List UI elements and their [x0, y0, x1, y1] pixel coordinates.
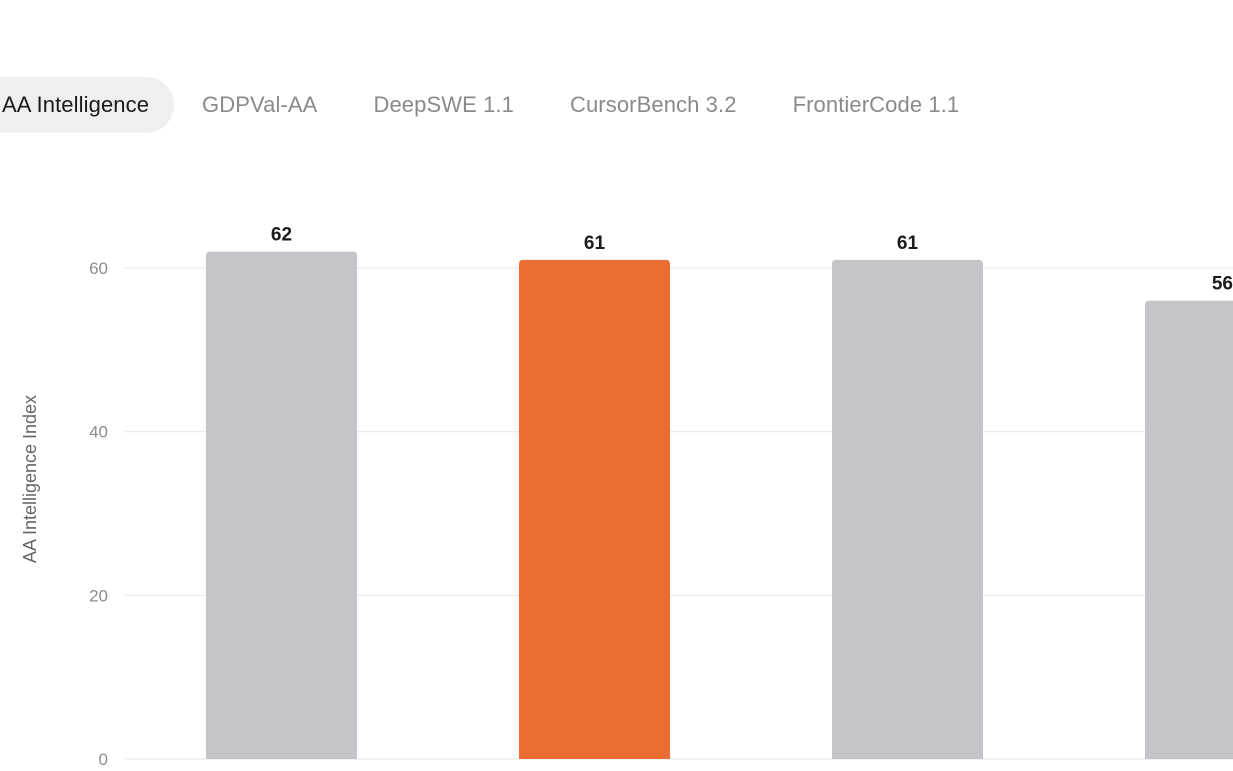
y-tick-label: 20	[89, 586, 108, 605]
bar-value-label: 61	[897, 233, 919, 254]
tab-aa-intelligence[interactable]: AA Intelligence	[0, 77, 175, 133]
benchmark-tabs: AA Intelligence GDPVal-AA DeepSWE 1.1 Cu…	[0, 77, 987, 133]
value-labels: 62 61 61 56	[271, 225, 1233, 295]
y-axis-ticks: 0 20 40 60	[89, 259, 108, 769]
bar	[206, 251, 357, 759]
bar	[832, 259, 983, 759]
bar-value-label: 56	[1212, 274, 1233, 295]
y-axis-label: AA Intelligence Index	[20, 395, 40, 563]
bar-value-label: 62	[271, 225, 292, 246]
bar-value-label: 61	[584, 233, 606, 254]
tab-gdpval-aa[interactable]: GDPVal-AA	[202, 92, 318, 117]
y-tick-label: 60	[89, 259, 108, 278]
bar-highlighted	[519, 259, 670, 759]
bars	[206, 251, 1233, 759]
y-tick-label: 40	[89, 423, 108, 442]
tab-cursorbench[interactable]: CursorBench 3.2	[569, 92, 737, 117]
y-tick-label: 0	[99, 750, 108, 769]
tab-frontiercode[interactable]: FrontierCode 1.1	[792, 92, 960, 117]
bar	[1145, 300, 1233, 759]
tab-deepswe[interactable]: DeepSWE 1.1	[373, 92, 514, 117]
